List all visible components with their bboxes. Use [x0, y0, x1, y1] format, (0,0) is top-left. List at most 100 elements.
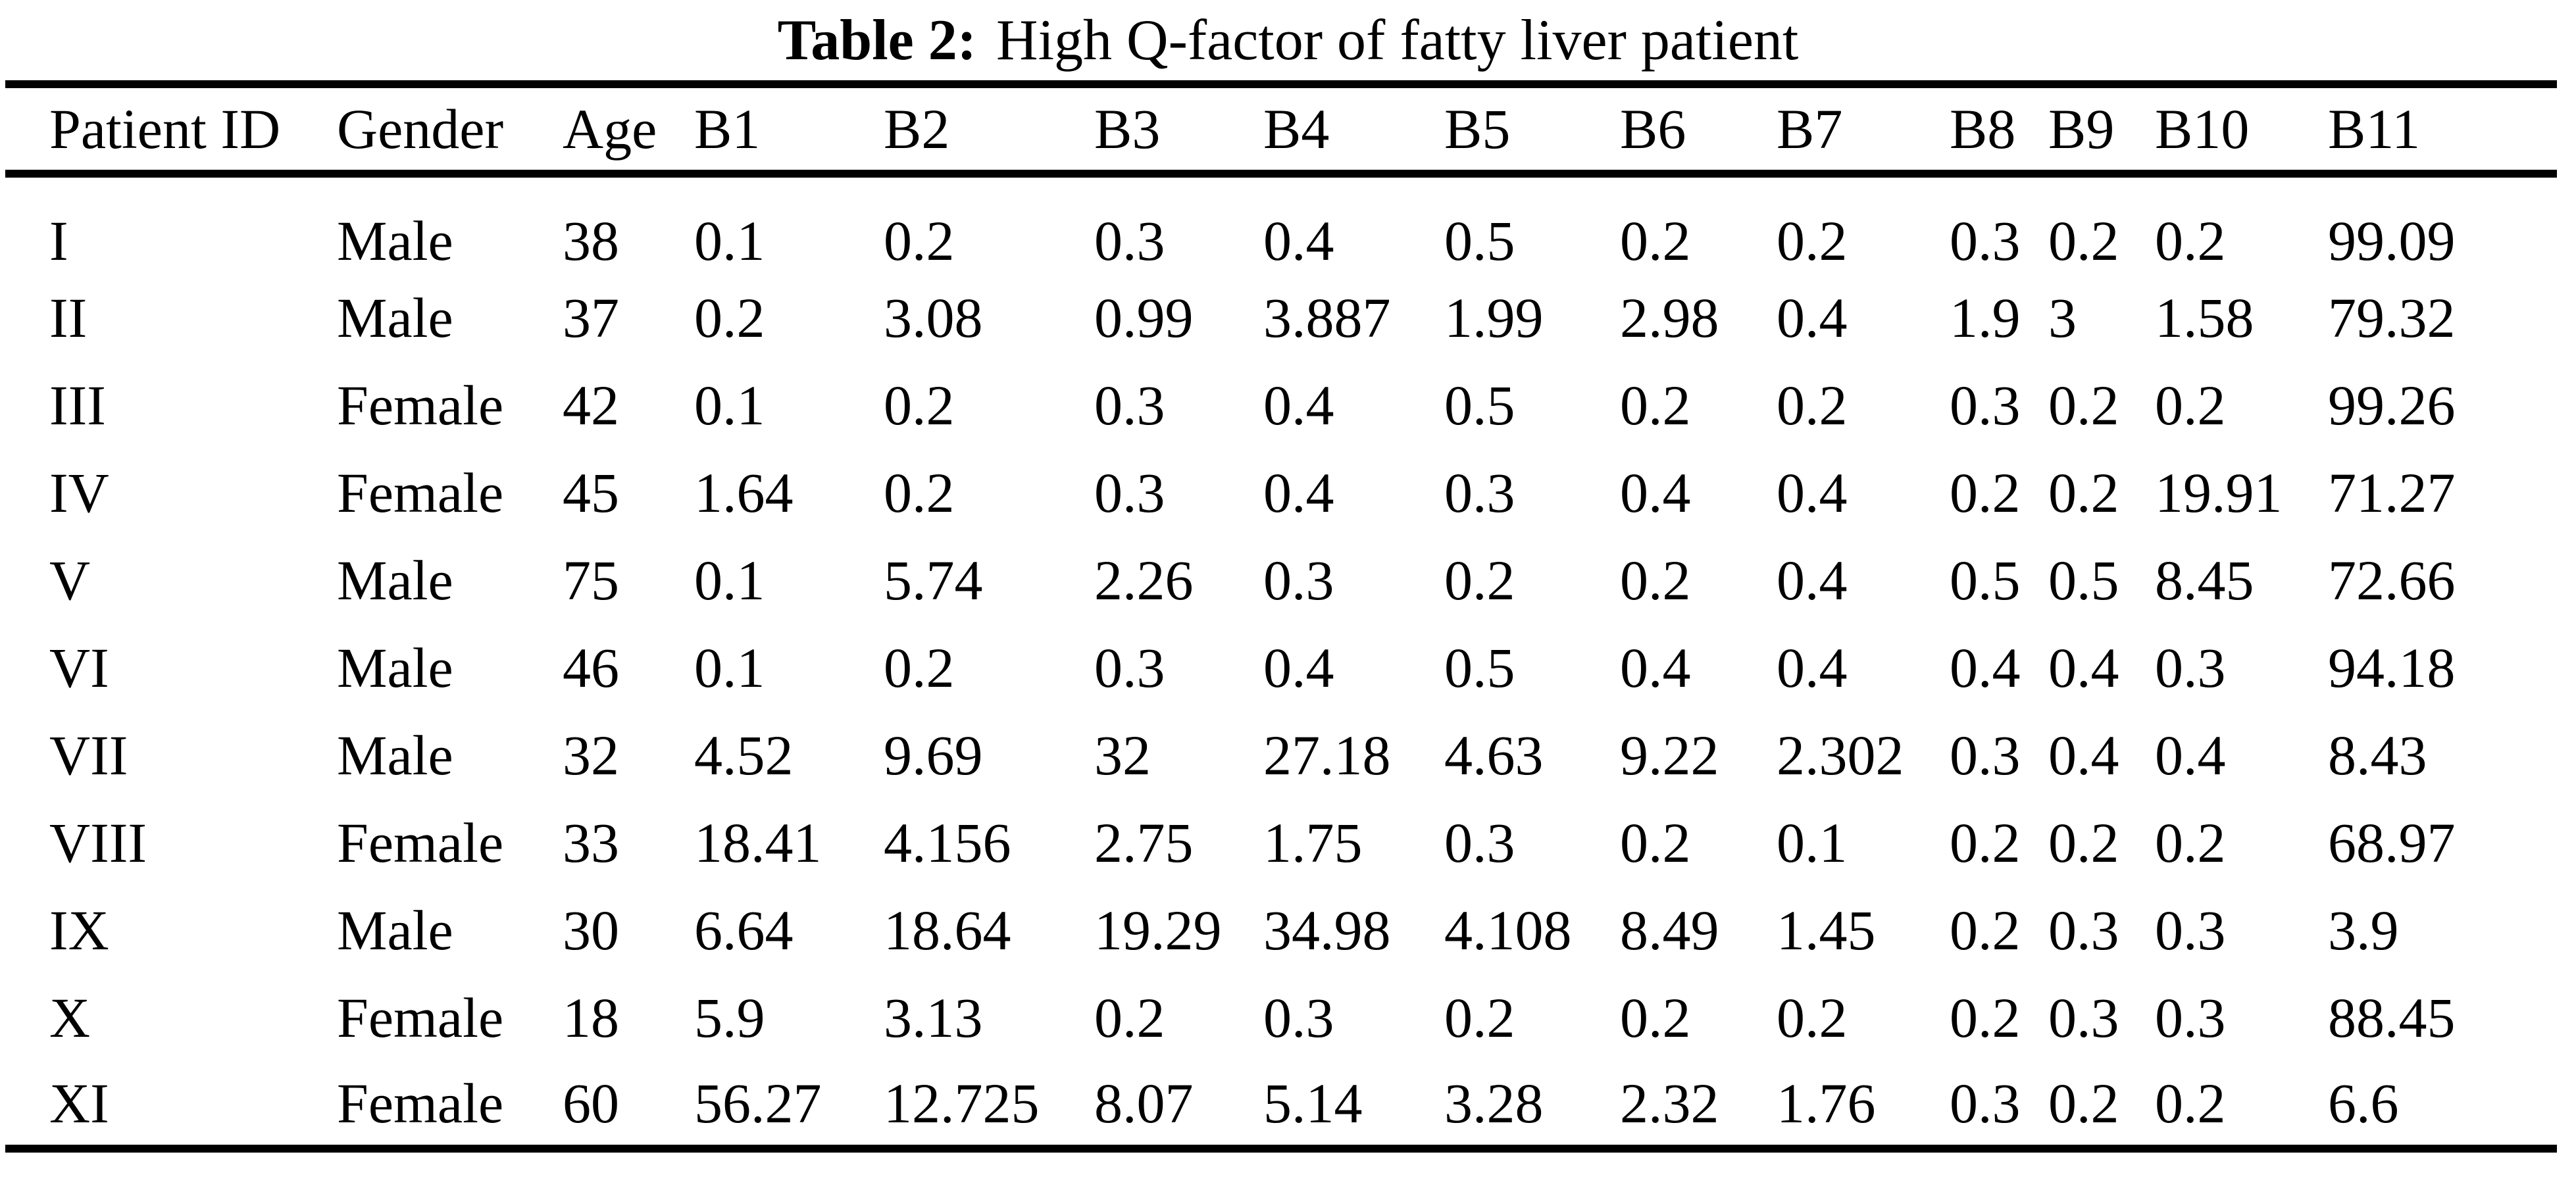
table-cell: 0.2 [1777, 985, 1848, 1049]
table-cell: 0.3 [2155, 635, 2226, 699]
table-cell: 0.4 [1950, 635, 2021, 699]
table-cell: 0.1 [694, 635, 765, 699]
table-cell: 0.4 [1620, 635, 1691, 699]
table-cell: 2.302 [1777, 723, 1904, 787]
table-cell: 0.5 [1444, 635, 1515, 699]
table-cell: 0.2 [2048, 209, 2119, 272]
table-cell: 0.2 [1950, 461, 2021, 524]
table-cell: 0.2 [2048, 373, 2119, 437]
table-cell: 0.2 [2048, 1071, 2119, 1135]
table-cell: 72.66 [2328, 548, 2456, 612]
table-cell: 0.4 [1263, 635, 1334, 699]
table-cell: 0.5 [1444, 373, 1515, 437]
table-cell: 18 [563, 985, 619, 1049]
table-cell: 0.2 [2155, 1071, 2226, 1135]
column-header: B3 [1094, 84, 1263, 178]
table-cell: 8.07 [1094, 1071, 1194, 1135]
table-cell: 8.45 [2155, 548, 2254, 612]
table-cell: 0.4 [2048, 723, 2119, 787]
table-cell: 3.9 [2328, 898, 2399, 962]
table-cell: Male [337, 548, 453, 612]
table-cell: IX [49, 898, 109, 962]
table-cell: 3.28 [1444, 1071, 1544, 1135]
column-header: B5 [1444, 84, 1620, 178]
table-cell: 0.2 [1444, 548, 1515, 612]
table-cell: 4.156 [884, 810, 1011, 874]
table-cell: 0.1 [694, 373, 765, 437]
table-row: III Female 42 0.1 0.2 0.3 0.4 0.5 0.2 0.2 0.3 0.2 0.… [5, 361, 2557, 449]
table-cell: 0.2 [1950, 985, 2021, 1049]
table-cell: 0.2 [2048, 810, 2119, 874]
table-cell: 99.09 [2328, 209, 2456, 272]
table-cell: 0.4 [1777, 286, 1848, 349]
table-cell: 0.2 [1620, 985, 1691, 1049]
table-cell: 38 [563, 209, 619, 272]
table-cell: 1.45 [1777, 898, 1876, 962]
table-cell: III [49, 373, 106, 437]
table-cell: 19.29 [1094, 898, 1222, 962]
table-cell: 1.64 [694, 461, 794, 524]
table-cell: 99.26 [2328, 373, 2456, 437]
table-cell: 60 [563, 1071, 619, 1135]
table-cell: 0.2 [1777, 209, 1848, 272]
table-row: VII Male 32 4.52 9.69 32 27.18 4.63 9.22 2.302 0.3… [5, 711, 2557, 799]
column-header: B10 [2155, 84, 2328, 178]
table-cell: Male [337, 286, 453, 349]
table-cell: V [49, 548, 91, 612]
table-cell: 0.3 [1094, 461, 1165, 524]
table-row: X Female 18 5.9 3.13 0.2 0.3 0.2 0.2 0.2 0.2 0.3 0.3… [5, 974, 2557, 1061]
table-cell: 37 [563, 286, 619, 349]
table-cell: Female [337, 461, 504, 524]
table-cell: Female [337, 373, 504, 437]
table-cell: 3.887 [1263, 286, 1391, 349]
header-row: Patient ID Gender Age B1 B2 B3 B4 B5 B6 B7 B8 B9 B10… [5, 84, 2557, 178]
table-cell: Male [337, 723, 453, 787]
table-cell: 0.2 [1620, 810, 1691, 874]
table-cell: Male [337, 209, 453, 272]
table-cell: 2.98 [1620, 286, 1719, 349]
table-cell: VI [49, 635, 109, 699]
table-cell: 18.41 [694, 810, 822, 874]
table-cell: 0.3 [1263, 548, 1334, 612]
table-cell: 0.2 [1620, 373, 1691, 437]
table-cell: 0.2 [884, 635, 955, 699]
table-cell: 0.3 [2048, 985, 2119, 1049]
table-cell: 0.3 [1094, 635, 1165, 699]
table-cell: 34.98 [1263, 898, 1391, 962]
table-cell: 1.76 [1777, 1071, 1876, 1135]
table-cell: 19.91 [2155, 461, 2283, 524]
table-cell: XI [49, 1071, 109, 1135]
column-header: B6 [1620, 84, 1777, 178]
table-cell: 56.27 [694, 1071, 822, 1135]
table-body: I Male 38 0.1 0.2 0.3 0.4 0.5 0.2 0.2 0.3 0.2 0.2 99.… [5, 174, 2557, 1149]
table-cell: 12.725 [884, 1071, 1040, 1135]
table-cell: Male [337, 898, 453, 962]
table-cell: 0.1 [694, 548, 765, 612]
table-cell: 3.08 [884, 286, 983, 349]
table-cell: 9.69 [884, 723, 983, 787]
table-cell: 79.32 [2328, 286, 2456, 349]
table-cell: 9.22 [1620, 723, 1719, 787]
table-cell: 45 [563, 461, 619, 524]
table-cell: 0.3 [1263, 985, 1334, 1049]
table-cell: 0.2 [884, 373, 955, 437]
table-cell: 4.63 [1444, 723, 1544, 787]
table-cell: 0.3 [2048, 898, 2119, 962]
table-cell: 2.26 [1094, 548, 1194, 612]
table-cell: 0.4 [1777, 548, 1848, 612]
paper-table-figure: Table 2: High Q-factor of fatty liver pat… [5, 9, 2557, 1153]
table-cell: 4.108 [1444, 898, 1572, 962]
table-cell: Female [337, 985, 504, 1049]
table-cell: 0.2 [884, 209, 955, 272]
table-cell: 0.2 [1620, 209, 1691, 272]
column-header: Age [563, 84, 694, 178]
table-cell: VII [49, 723, 128, 787]
table-cell: 0.4 [1263, 373, 1334, 437]
table-row: VIII Female 33 18.41 4.156 2.75 1.75 0.3 0.2 0.1 0… [5, 799, 2557, 886]
table-cell: 0.2 [1950, 898, 2021, 962]
table-cell: 0.2 [884, 461, 955, 524]
table-cell: 1.75 [1263, 810, 1363, 874]
column-header: B4 [1263, 84, 1444, 178]
table-cell: 2.32 [1620, 1071, 1719, 1135]
table-cell: 0.2 [2155, 209, 2226, 272]
